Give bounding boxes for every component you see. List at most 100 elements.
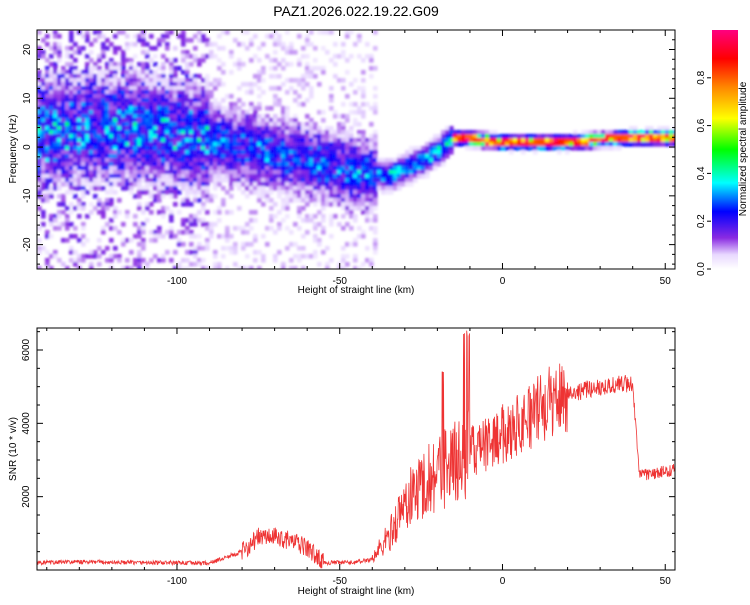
spectrogram-cell bbox=[357, 38, 362, 43]
spectrogram-cell bbox=[213, 266, 218, 269]
spectrogram-cell bbox=[69, 170, 74, 175]
spectrogram-cell bbox=[201, 134, 206, 139]
spectrogram-cell bbox=[141, 230, 146, 235]
spectrogram-cell bbox=[557, 134, 562, 139]
spectrogram-cell bbox=[141, 226, 146, 231]
spectrogram-cell bbox=[589, 142, 594, 147]
spectrogram-cell bbox=[73, 58, 78, 63]
spectrogram-cell bbox=[333, 162, 338, 167]
spectrogram-cell bbox=[313, 182, 318, 187]
spectrogram-cell bbox=[113, 62, 118, 67]
spectrogram-cell bbox=[185, 106, 190, 111]
spectrogram-cell bbox=[113, 174, 118, 179]
spectrogram-cell bbox=[321, 158, 326, 163]
spectrogram-cell bbox=[309, 154, 314, 159]
spectrogram-cell bbox=[117, 178, 122, 183]
spectrogram-cell bbox=[185, 110, 190, 115]
spectrogram-cell bbox=[381, 190, 386, 195]
spectrogram-cell bbox=[337, 182, 342, 187]
spectrogram-cell bbox=[121, 54, 126, 59]
spectrogram-cell bbox=[113, 254, 118, 259]
spectrogram-cell bbox=[53, 90, 58, 95]
spectrogram-cell bbox=[217, 178, 222, 183]
spectrogram-cell bbox=[297, 210, 302, 215]
spectrogram-cell bbox=[253, 134, 258, 139]
spectrogram-cell bbox=[61, 138, 66, 143]
spectrogram-cell bbox=[305, 98, 310, 103]
spectrogram-cell bbox=[145, 178, 150, 183]
spectrogram-cell bbox=[161, 190, 166, 195]
spectrogram-cell bbox=[165, 110, 170, 115]
spectrogram-cell bbox=[181, 98, 186, 103]
spectrogram-cell bbox=[85, 178, 90, 183]
spectrogram-cell bbox=[301, 182, 306, 187]
spectrogram-cell bbox=[285, 162, 290, 167]
spectrogram-cell bbox=[221, 70, 226, 75]
spectrogram-cell bbox=[41, 98, 46, 103]
spectrogram-cell bbox=[49, 138, 54, 143]
spectrogram-cell bbox=[213, 154, 218, 159]
spectrogram-cell bbox=[205, 190, 210, 195]
spectrogram-cell bbox=[585, 142, 590, 147]
spectrogram-cell bbox=[301, 46, 306, 51]
spectrogram-cell bbox=[333, 130, 338, 135]
spectrogram-cell bbox=[293, 174, 298, 179]
spectrogram-cell bbox=[157, 106, 162, 111]
spectrogram-cell bbox=[65, 110, 70, 115]
spectrogram-cell bbox=[281, 110, 286, 115]
spectrogram-cell bbox=[121, 90, 126, 95]
spectrogram-cell bbox=[85, 70, 90, 75]
spectrogram-cell bbox=[93, 134, 98, 139]
spectrogram-cell bbox=[141, 42, 146, 47]
spectrogram-cell bbox=[581, 130, 586, 135]
spectrogram-cell bbox=[269, 162, 274, 167]
spectrogram-cell bbox=[157, 130, 162, 135]
spectrogram-cell bbox=[377, 174, 382, 179]
spectrogram-cell bbox=[145, 186, 150, 191]
spectrogram-cell bbox=[89, 210, 94, 215]
spectrogram-cell bbox=[341, 150, 346, 155]
spectrogram-cell bbox=[197, 30, 202, 35]
spectrogram-cell bbox=[69, 162, 74, 167]
spectrogram-cell bbox=[349, 190, 354, 195]
spectrogram-cell bbox=[205, 74, 210, 79]
spectrogram-cell bbox=[65, 154, 70, 159]
spectrogram-cell bbox=[193, 178, 198, 183]
spectrogram-cell bbox=[101, 74, 106, 79]
spectrogram-cell bbox=[297, 82, 302, 87]
spectrogram-cell bbox=[345, 138, 350, 143]
spectrogram-cell bbox=[181, 186, 186, 191]
spectrogram-cell bbox=[85, 90, 90, 95]
spectrogram-cell bbox=[181, 134, 186, 139]
spectrogram-cell bbox=[241, 182, 246, 187]
spectrogram-cell bbox=[105, 82, 110, 87]
spectrogram-cell bbox=[69, 166, 74, 171]
spectrogram-cell bbox=[77, 134, 82, 139]
spectrogram-cell bbox=[237, 114, 242, 119]
spectrogram-cell bbox=[317, 82, 322, 87]
spectrogram-cell bbox=[101, 174, 106, 179]
spectrogram-cell bbox=[425, 170, 430, 175]
spectrogram-cell bbox=[473, 130, 478, 135]
spectrogram-cell bbox=[297, 146, 302, 151]
spectrogram-cell bbox=[61, 102, 66, 107]
spectrogram-cell bbox=[433, 150, 438, 155]
spectrogram-cell bbox=[117, 130, 122, 135]
spectrogram-cell bbox=[165, 170, 170, 175]
spectrogram-cell bbox=[425, 150, 430, 155]
spectrogram-cell bbox=[173, 146, 178, 151]
spectrogram-cell bbox=[505, 146, 510, 151]
spectrogram-cell bbox=[237, 166, 242, 171]
spectrogram-cell bbox=[297, 154, 302, 159]
spectrogram-cell bbox=[277, 162, 282, 167]
spectrogram-cell bbox=[177, 170, 182, 175]
spectrogram-cell bbox=[141, 246, 146, 251]
spectrogram-cell bbox=[285, 146, 290, 151]
spectrogram-cell bbox=[265, 122, 270, 127]
spectrogram-cell bbox=[77, 150, 82, 155]
spectrogram-cell bbox=[169, 162, 174, 167]
spectrogram-cell bbox=[257, 178, 262, 183]
spectrogram-cell bbox=[57, 86, 62, 91]
spectrogram-cell bbox=[473, 146, 478, 151]
spectrogram-cell bbox=[369, 218, 374, 223]
